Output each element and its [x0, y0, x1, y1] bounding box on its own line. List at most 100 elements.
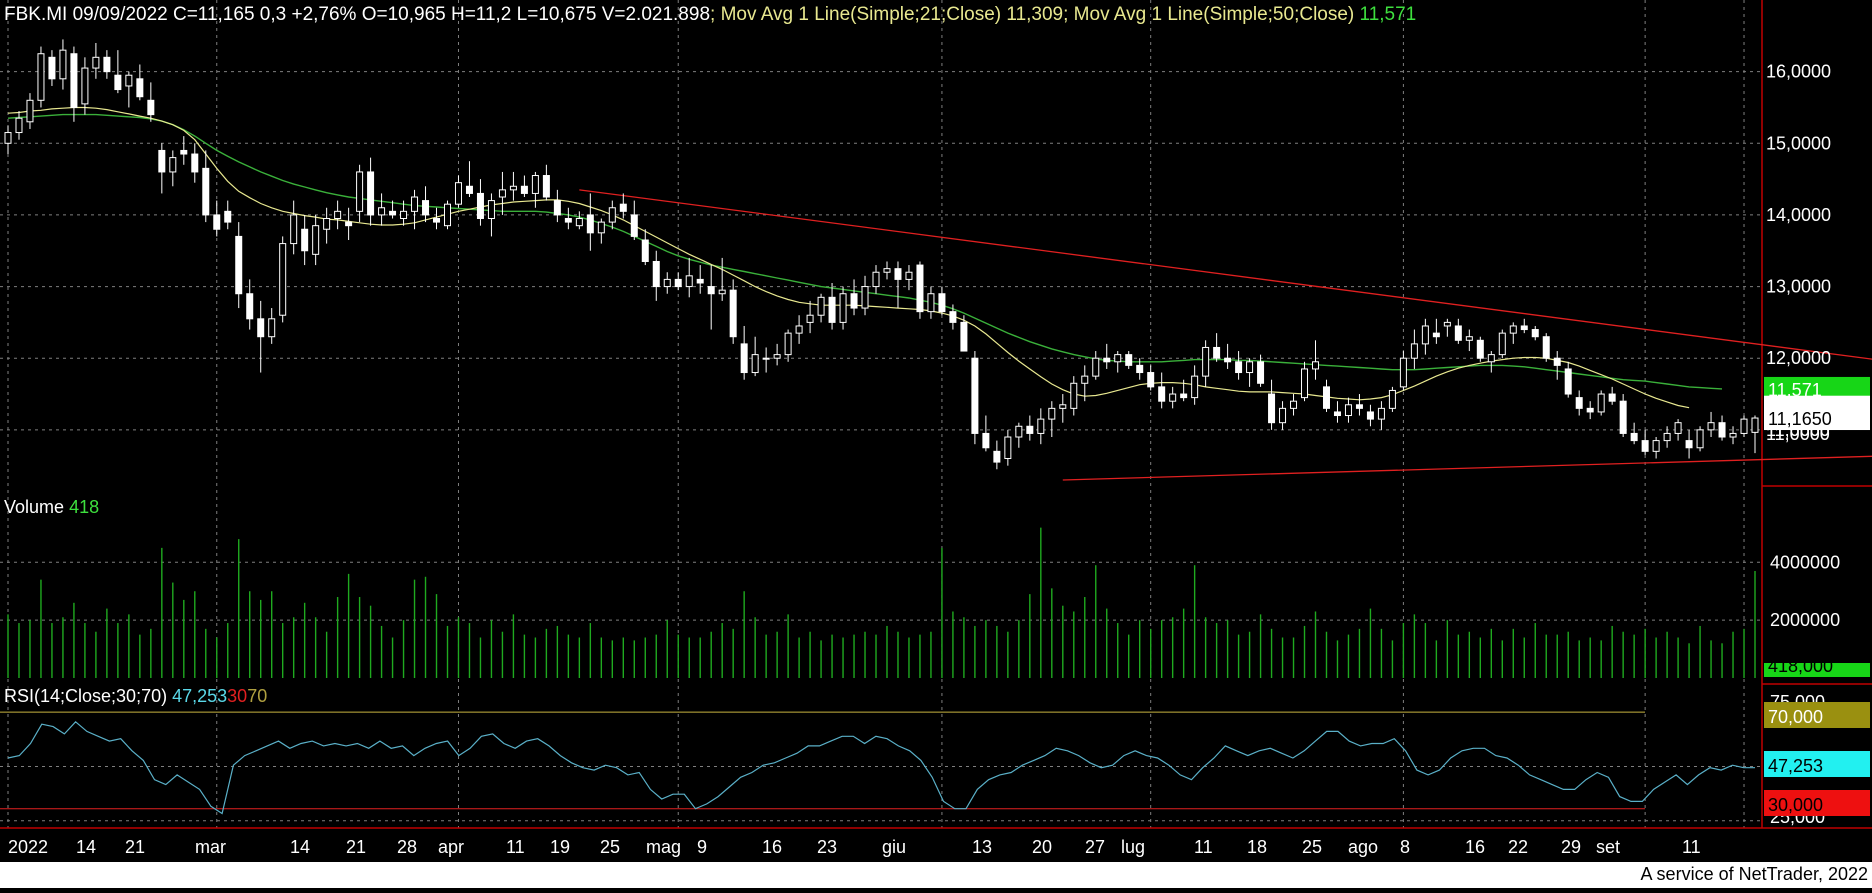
candle-body — [125, 74, 133, 87]
candle-body — [1322, 386, 1330, 409]
candlestick-layer — [4, 39, 1759, 470]
candle-body — [564, 218, 572, 223]
candle-body — [1454, 325, 1462, 341]
rsi-value: 47,253 — [172, 686, 228, 706]
candle-body — [147, 99, 155, 116]
x-tick-label: 14 — [76, 837, 96, 857]
candle-body — [1213, 346, 1221, 359]
candle-body — [1158, 386, 1166, 402]
candle-body — [806, 314, 814, 323]
candle-body — [1663, 432, 1671, 442]
candle-body — [4, 132, 12, 144]
candle-body — [1279, 407, 1287, 424]
volume-badge-bg — [1764, 663, 1870, 677]
ma50-label: ; Mov Avg 1 Line(Simple;50;Close) — [1063, 4, 1355, 25]
ma50-layer — [7, 113, 1723, 390]
candle-body — [1597, 393, 1605, 413]
candle-body — [982, 432, 990, 449]
candle-body — [1410, 343, 1418, 359]
candle-body — [1487, 354, 1495, 363]
candle-body — [872, 271, 880, 288]
volume-layer — [7, 527, 1756, 678]
candle-body — [1685, 440, 1693, 449]
candle-body — [389, 210, 397, 216]
x-tick-label: 11 — [1194, 837, 1213, 857]
candle-body — [202, 167, 210, 216]
candle-body — [1290, 400, 1298, 409]
candle-body — [1509, 325, 1517, 334]
candle-body — [92, 56, 100, 69]
candle-body — [411, 196, 419, 212]
candle-body — [707, 286, 715, 295]
price-tick-label: 14,0000 — [1766, 205, 1831, 225]
candle-body — [1257, 361, 1265, 384]
x-tick-label: 28 — [397, 837, 417, 857]
volume-value: 418 — [69, 497, 100, 517]
x-tick-label: 14 — [290, 837, 310, 857]
candle-body — [971, 357, 979, 434]
candle-body — [454, 182, 462, 205]
x-tick-label: 25 — [1302, 837, 1322, 857]
x-tick-label: 25 — [600, 837, 620, 857]
candle-body — [1180, 393, 1188, 399]
candle-body — [1608, 393, 1616, 402]
candle-body — [1729, 432, 1737, 438]
x-tick-label: 18 — [1247, 837, 1267, 857]
candle-body — [586, 214, 594, 234]
candle-body — [663, 278, 671, 288]
candle-body — [817, 296, 825, 316]
candle-body — [861, 286, 869, 309]
candle-body — [839, 293, 847, 323]
candle-body — [1004, 436, 1012, 460]
rsi-line — [7, 720, 1755, 815]
candle-body — [542, 175, 550, 198]
candle-body — [1125, 354, 1133, 366]
rsi-70-badge: 70,000 — [1768, 707, 1823, 727]
candle-body — [224, 210, 232, 223]
candle-body — [608, 207, 616, 223]
x-tick-label: 11 — [506, 837, 525, 857]
price-tick-label: 16,0000 — [1766, 62, 1831, 82]
candle-body — [1355, 404, 1363, 409]
candle-body — [213, 214, 221, 230]
ma21-layer — [7, 106, 1690, 409]
candle-body — [246, 293, 254, 320]
x-tick-label: 21 — [125, 837, 145, 857]
candle-body — [1191, 375, 1199, 399]
candle-body — [356, 171, 364, 212]
x-tick-label: ago — [1348, 837, 1378, 857]
x-tick-label: 9 — [697, 837, 707, 857]
candle-body — [136, 78, 144, 98]
rsi-low: 30 — [227, 686, 248, 706]
volume-label: Volume — [4, 497, 65, 517]
x-tick-label: apr — [438, 837, 464, 857]
ma50-line — [7, 113, 1723, 390]
trendline-layer — [579, 189, 1872, 481]
candle-body — [674, 278, 682, 288]
close-badge-bg — [1764, 406, 1870, 431]
rsi-70-badge-bg — [1764, 702, 1870, 728]
x-tick-label: giu — [882, 837, 906, 857]
x-tick-label: 19 — [550, 837, 570, 857]
candle-body — [1564, 368, 1572, 395]
candle-body — [927, 293, 935, 313]
candle-body — [476, 192, 484, 220]
candle-body — [729, 289, 737, 338]
rsi-high: 70 — [247, 686, 268, 706]
candle-body — [334, 210, 342, 220]
x-tick-label: mag — [646, 837, 681, 857]
x-tick-label: 16 — [1465, 837, 1485, 857]
candle-body — [378, 207, 386, 216]
candle-body — [345, 221, 353, 227]
candle-body — [751, 354, 759, 374]
candle-body — [1081, 375, 1089, 384]
candle-body — [1542, 336, 1550, 359]
candle-body — [103, 56, 111, 73]
rsi-value-badge-bg — [1764, 751, 1870, 777]
rsi-30-badge: 30,000 — [1768, 795, 1823, 815]
candle-body — [487, 200, 495, 220]
candle-body — [1443, 321, 1451, 327]
footer-band — [0, 862, 1872, 888]
ma21-value: 11,309 — [1006, 4, 1064, 25]
candle-body — [1026, 425, 1034, 434]
